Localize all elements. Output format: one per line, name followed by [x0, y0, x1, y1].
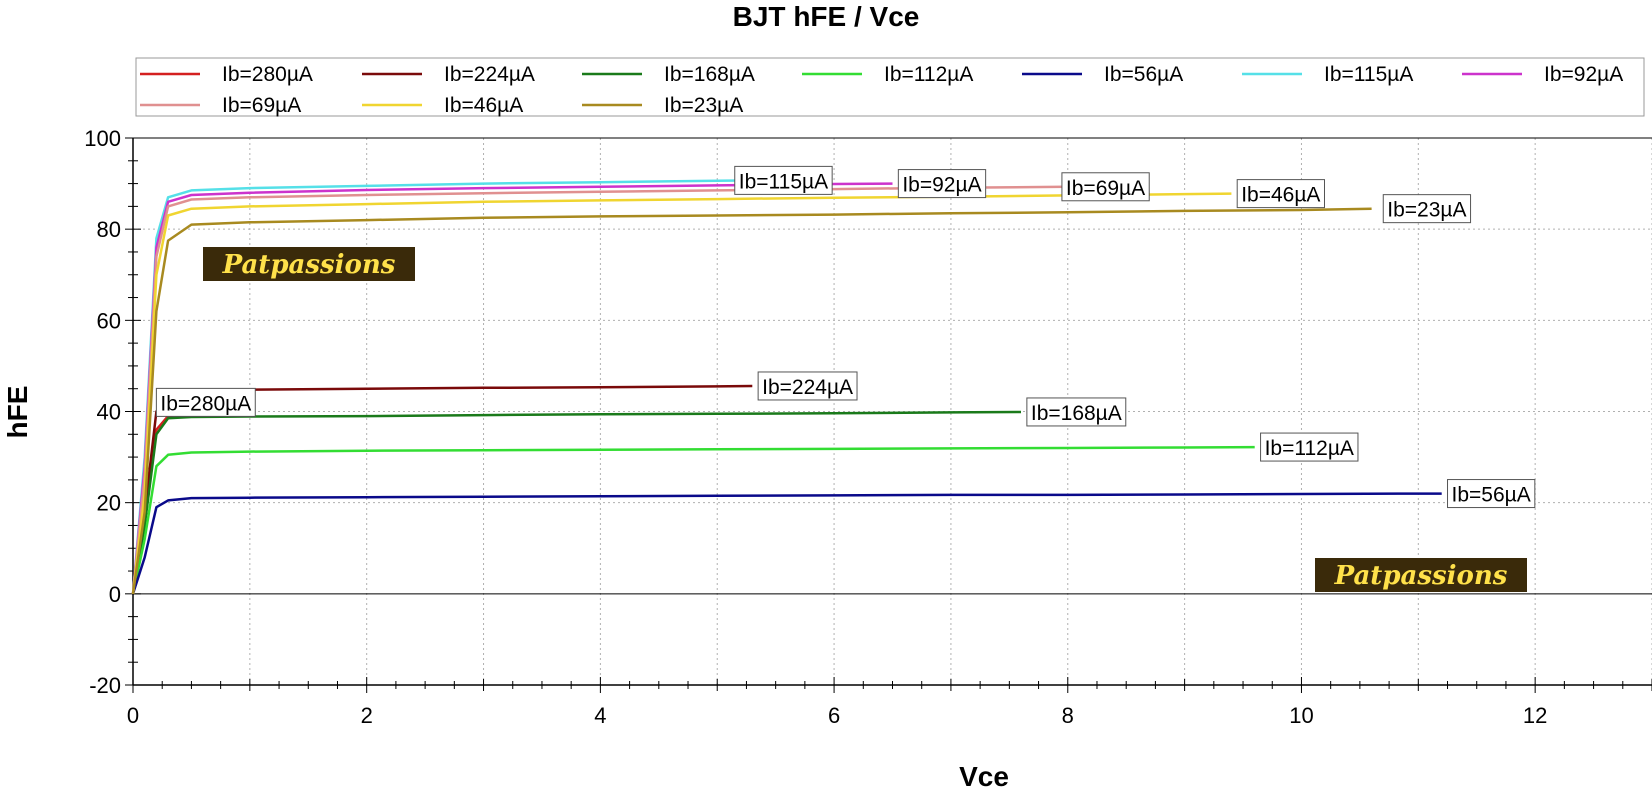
annotation-text: Ib=112µA	[1265, 437, 1354, 460]
annotation-box	[155, 387, 256, 417]
watermark-bottom: Patpassions	[1315, 558, 1527, 592]
annotation-label: Ib=46µA	[1236, 179, 1325, 209]
legend-item: Ib=56µA	[1022, 63, 1183, 86]
y-tick-label: 20	[97, 491, 121, 516]
legend-item: Ib=69µA	[140, 94, 301, 117]
series-line-9	[131, 207, 1372, 594]
chart-title: BJT hFE / Vce	[733, 1, 920, 32]
legend-item: Ib=224µA	[362, 63, 535, 86]
annotation-label: Ib=280µA	[155, 387, 256, 417]
legend-item: Ib=92µA	[1462, 63, 1623, 86]
y-axis-label: hFE	[2, 386, 33, 439]
annotation-text: Ib=56µA	[1452, 484, 1531, 507]
series-line-7	[131, 185, 1068, 594]
annotation-label: Ib=115µA	[734, 165, 833, 195]
y-tick-label: 80	[97, 217, 121, 242]
annotation-text: Ib=168µA	[1031, 402, 1122, 425]
annotation-label: Ib=168µA	[1026, 397, 1127, 427]
legend-label: Ib=46µA	[444, 94, 523, 117]
x-tick-label: 2	[361, 703, 373, 728]
legend-label: Ib=115µA	[1324, 63, 1413, 86]
annotation-box	[1061, 172, 1150, 202]
series-line-4	[131, 492, 1442, 595]
legend-item: Ib=115µA	[1242, 63, 1413, 86]
y-tick-label: -20	[89, 673, 121, 698]
x-axis-label: Vce	[959, 761, 1009, 790]
annotation-box	[1382, 194, 1472, 224]
annotation-text: Ib=92µA	[902, 174, 981, 197]
annotation-text: Ib=46µA	[1241, 184, 1320, 207]
series-line-8	[131, 192, 1232, 594]
x-tick-label: 8	[1062, 703, 1074, 728]
legend-label: Ib=56µA	[1104, 63, 1183, 86]
annotation-box	[1236, 179, 1325, 209]
annotation-text: Ib=69µA	[1066, 177, 1145, 200]
legend-label: Ib=112µA	[884, 63, 973, 86]
legend-label: Ib=92µA	[1544, 63, 1623, 86]
annotations: Ib=280µA Ib=224µA Ib=168µA Ib=112µA Ib=56µA I…	[155, 165, 1536, 509]
annotation-label: Ib=92µA	[897, 169, 987, 199]
series-line-3	[131, 445, 1255, 595]
annotation-box	[757, 371, 858, 401]
x-tick-label: 10	[1289, 703, 1313, 728]
annotation-label: Ib=23µA	[1382, 194, 1472, 224]
annotation-box	[734, 165, 833, 195]
legend-item: Ib=46µA	[362, 94, 523, 117]
legend-label: Ib=224µA	[444, 63, 535, 86]
y-tick-label: 0	[109, 582, 121, 607]
y-tick-label: 60	[97, 308, 121, 333]
x-tick-label: 12	[1523, 703, 1547, 728]
annotation-text: Ib=280µA	[160, 392, 251, 415]
y-tick-label: 40	[97, 400, 121, 425]
legend-label: Ib=168µA	[664, 63, 755, 86]
annotation-box	[1260, 432, 1359, 462]
legend-label: Ib=69µA	[222, 94, 301, 117]
watermark-text-bottom: Patpassions	[1334, 561, 1508, 591]
annotation-label: Ib=112µA	[1260, 432, 1359, 462]
y-tick-label: 100	[84, 126, 121, 151]
legend-label: Ib=280µA	[222, 63, 313, 86]
annotation-text: Ib=224µA	[762, 376, 853, 399]
annotation-box	[897, 169, 987, 199]
legend-item: Ib=168µA	[582, 63, 755, 86]
annotation-label: Ib=56µA	[1447, 479, 1536, 509]
legend-item: Ib=280µA	[140, 63, 313, 86]
watermark-text-top: Patpassions	[222, 250, 396, 280]
series-lines	[131, 179, 1442, 595]
legend-item: Ib=23µA	[582, 94, 743, 117]
annotation-box	[1447, 479, 1536, 509]
x-tick-label: 6	[828, 703, 840, 728]
annotation-label: Ib=69µA	[1061, 172, 1150, 202]
legend-item: Ib=112µA	[802, 63, 973, 86]
annotation-label: Ib=224µA	[757, 371, 858, 401]
legend: Ib=280µA Ib=224µA Ib=168µA Ib=112µA Ib=56µA I…	[140, 63, 1623, 117]
watermark-top: Patpassions	[203, 247, 415, 281]
legend-label: Ib=23µA	[664, 94, 743, 117]
annotation-box	[1026, 397, 1127, 427]
annotation-text: Ib=115µA	[739, 170, 828, 193]
x-tick-label: 4	[594, 703, 606, 728]
x-tick-label: 0	[127, 703, 139, 728]
legend-box	[135, 57, 1645, 117]
annotation-text: Ib=23µA	[1387, 199, 1466, 222]
series-line-2	[131, 410, 1022, 595]
